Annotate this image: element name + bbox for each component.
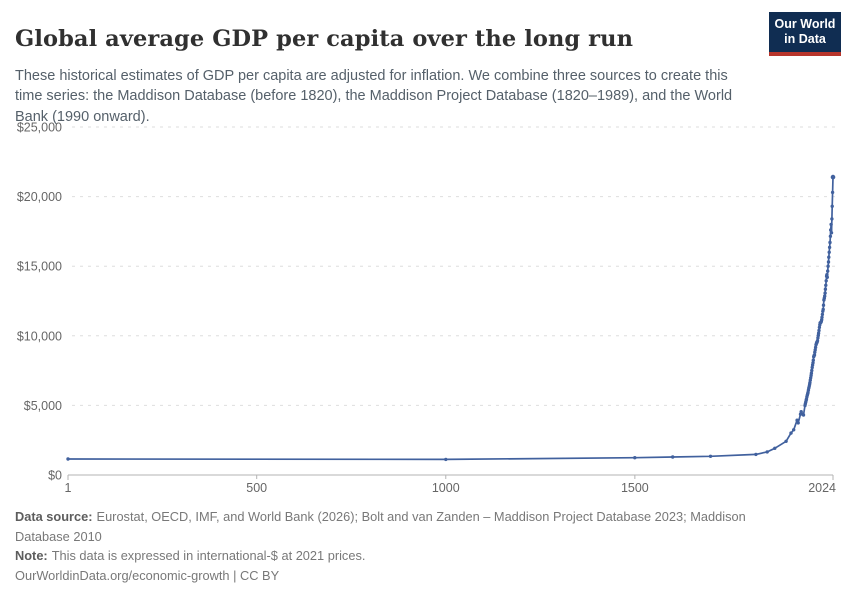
owid-logo-line2: in Data xyxy=(784,32,826,47)
data-point xyxy=(823,287,828,291)
data-point xyxy=(633,456,637,460)
data-point xyxy=(823,294,827,298)
data-point xyxy=(825,273,829,277)
data-point xyxy=(810,368,814,373)
chart-title: Global average GDP per capita over the l… xyxy=(15,26,634,53)
data-point xyxy=(795,418,799,422)
data-point xyxy=(812,353,817,357)
data-point xyxy=(813,348,817,352)
data-point xyxy=(820,315,824,319)
citation-line: OurWorldinData.org/economic-growth | CC … xyxy=(15,566,803,586)
data-point xyxy=(773,446,777,450)
data-point xyxy=(821,307,825,312)
data-point xyxy=(824,283,828,287)
data-point xyxy=(830,190,835,195)
data-point xyxy=(754,452,758,457)
data-point xyxy=(796,421,800,425)
note-line: Note: This data is expressed in internati… xyxy=(15,546,803,566)
owid-logo-box: Our World in Data xyxy=(769,12,841,52)
data-point xyxy=(784,439,788,443)
data-point xyxy=(830,174,836,180)
x-axis-label: 2024 xyxy=(808,481,836,495)
owid-logo: Our World in Data xyxy=(769,12,841,56)
data-point xyxy=(792,428,796,432)
data-point xyxy=(826,269,830,273)
data-source-label: Data source: xyxy=(15,509,93,524)
data-point xyxy=(801,413,806,417)
chart-subtitle: These historical estimates of GDP per ca… xyxy=(15,67,733,125)
data-point xyxy=(817,328,821,333)
note-label: Note: xyxy=(15,548,48,563)
data-point xyxy=(820,312,825,317)
data-point xyxy=(816,331,821,335)
data-point xyxy=(808,380,812,385)
data-point xyxy=(828,234,833,238)
owid-logo-red-bar xyxy=(769,51,841,56)
data-point xyxy=(824,279,828,283)
data-point xyxy=(815,339,820,343)
chart-footer: Data source: Eurostat, OECD, IMF, and Wor… xyxy=(15,507,803,585)
owid-logo-line1: Our World xyxy=(774,17,836,31)
y-axis-label: $25,000 xyxy=(17,121,62,135)
data-point xyxy=(828,240,832,245)
note-text: This data is expressed in international-… xyxy=(51,548,366,563)
data-point xyxy=(811,358,815,362)
y-axis-label: $5,000 xyxy=(24,399,62,413)
x-axis-label: 1 xyxy=(65,481,72,495)
data-point xyxy=(830,204,834,208)
data-point xyxy=(821,303,826,307)
y-axis-label: $20,000 xyxy=(17,190,62,204)
data-point xyxy=(827,245,832,250)
data-point xyxy=(830,217,834,221)
y-axis-label: $0 xyxy=(48,469,62,483)
data-source-text: Eurostat, OECD, IMF, and World Bank (202… xyxy=(15,509,746,544)
data-source-line: Data source: Eurostat, OECD, IMF, and Wor… xyxy=(15,507,803,546)
data-point xyxy=(444,457,448,462)
data-point xyxy=(825,275,829,279)
data-point xyxy=(829,228,833,232)
data-point xyxy=(826,260,831,264)
data-point xyxy=(671,455,675,459)
y-axis-label: $10,000 xyxy=(17,329,62,343)
gdp-line-chart: $0 $5,000 $10,000 $15,000 $20,000 $25,000 1 500… xyxy=(0,118,850,500)
data-point xyxy=(810,365,814,370)
gdp-line xyxy=(67,176,834,461)
data-point xyxy=(811,361,815,365)
data-point xyxy=(823,291,827,295)
data-point xyxy=(708,454,713,458)
data-point xyxy=(789,431,793,435)
data-point xyxy=(799,410,803,414)
data-point xyxy=(829,231,834,235)
data-point xyxy=(809,371,814,375)
data-point xyxy=(813,345,818,350)
data-point xyxy=(66,457,70,461)
x-axis-label: 1000 xyxy=(432,481,460,495)
data-point xyxy=(826,264,830,268)
data-point xyxy=(827,255,831,259)
data-point xyxy=(817,325,822,330)
y-axis-label: $15,000 xyxy=(17,260,62,274)
x-axis-label: 1500 xyxy=(621,481,649,495)
data-point xyxy=(827,250,831,254)
data-point xyxy=(829,222,833,227)
x-axis-label: 500 xyxy=(246,481,267,495)
citation-text: OurWorldinData.org/economic-growth | CC … xyxy=(15,567,280,583)
data-point xyxy=(765,450,769,454)
